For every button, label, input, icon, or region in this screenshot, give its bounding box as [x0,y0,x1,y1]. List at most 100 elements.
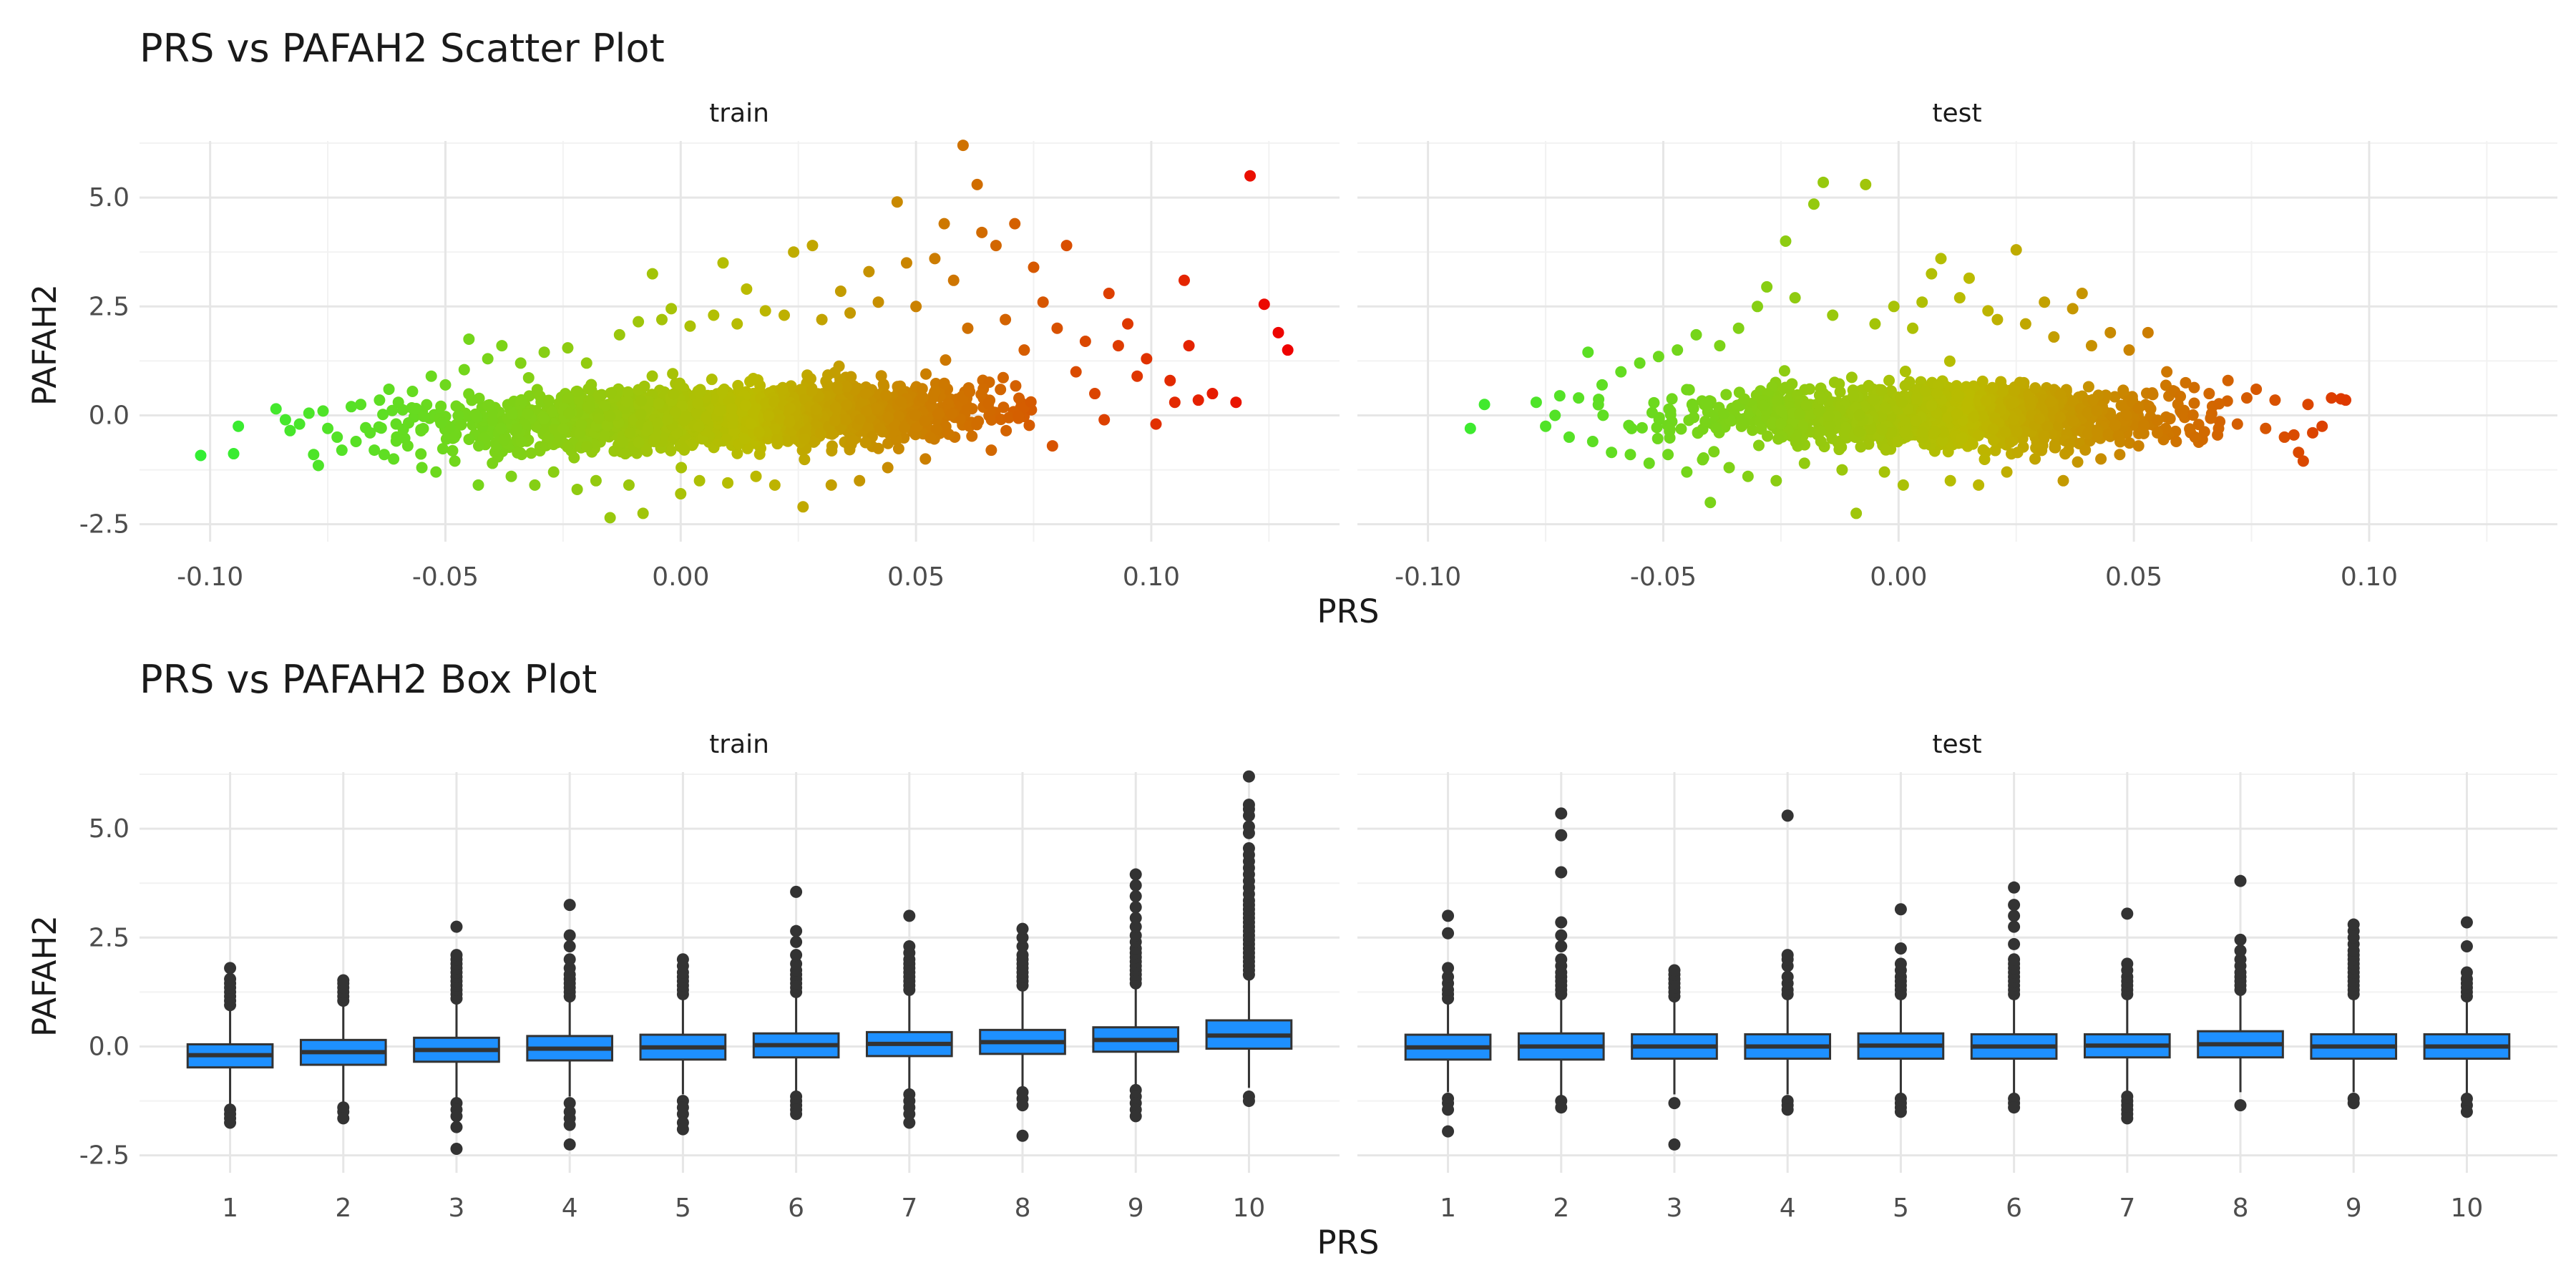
scatter-point [512,447,524,459]
scatter-point [595,389,608,401]
scatter-point [511,423,523,435]
scatter-point [1892,436,1904,448]
box-outlier [1242,820,1255,833]
scatter-point [1928,426,1941,438]
box-outlier [903,940,916,952]
scatter-point [2212,422,2225,434]
scatter-point [1933,379,1945,391]
scatter-point [575,419,587,431]
box-y-axis-title: PAFAH2 [26,915,64,1037]
scatter-point [303,407,315,419]
scatter-point [529,479,541,491]
scatter-point [678,444,691,456]
box-outlier [2008,881,2021,894]
scatter-point [1876,424,1888,436]
scatter-point [1131,370,1143,382]
scatter-point [1623,419,1635,431]
scatter-point [678,414,691,426]
scatter-point [2187,409,2199,421]
scatter-point [562,441,574,453]
scatter-point [1070,366,1082,378]
scatter-point [1025,396,1037,408]
scatter-point [1991,313,2004,326]
scatter-point [1989,444,2001,457]
scatter-point [2240,392,2253,404]
box-strip-test: test [1932,730,1981,759]
scatter-point [2072,456,2084,468]
box-outlier [676,1123,689,1136]
box-x-tick-label: 5 [1893,1194,1909,1223]
scatter-point [1051,322,1063,334]
scatter-point [872,296,884,308]
scatter-point [1995,376,2007,388]
scatter-point [1916,296,1928,308]
scatter-point [862,421,874,433]
scatter-point [2188,397,2200,409]
scatter-point [1732,322,1745,334]
scatter-point [599,399,611,411]
scatter-point [1911,393,1923,405]
box-outlier [563,929,576,942]
scatter-point [590,474,602,487]
scatter-point [1855,441,1867,453]
box-outlier [1894,1106,1907,1118]
scatter-point [750,470,762,482]
scatter-point [623,479,635,491]
scatter-x-tick-label: 0.00 [1870,562,1927,592]
scatter-strip-test: test [1932,99,1981,128]
box-outlier [790,885,803,898]
scatter-point [2095,453,2107,465]
scatter-point [233,420,245,432]
scatter-point [2034,413,2046,425]
scatter-point [1775,404,1787,416]
scatter-point [971,178,983,190]
scatter-point [1953,391,1965,403]
box-outlier [903,1108,916,1121]
scatter-point [985,444,997,457]
box-x-tick-label: 6 [2006,1194,2022,1223]
box-outlier [563,962,576,975]
scatter-point [2203,388,2215,400]
box-outlier [903,909,916,922]
scatter-point [392,396,404,409]
scatter-point [2091,426,2103,438]
box-outlier [563,1118,576,1131]
scatter-point [2340,394,2352,406]
scatter-point [1976,411,1989,423]
scatter-point [829,414,841,426]
scatter-point [997,371,1009,384]
scatter-point [1899,380,1911,392]
scatter-point [2038,430,2050,442]
scatter-point [771,433,783,445]
scatter-point [449,455,461,467]
scatter-point [845,371,857,383]
scatter-point [814,427,826,439]
scatter-point [2067,303,2079,315]
scatter-point [942,428,955,440]
scatter-point [1931,387,1943,399]
scatter-point [1206,388,1219,400]
box-outlier [1242,770,1255,783]
scatter-point [2184,423,2196,435]
scatter-point [2067,415,2079,427]
scatter-point [491,440,503,452]
scatter-point [1850,507,1863,519]
scatter-point [784,416,796,428]
scatter-point [804,373,816,385]
scatter-point [1943,355,1956,367]
scatter-point [1282,344,1294,356]
scatter-point [546,406,558,418]
scatter-point [2091,405,2103,417]
box-outlier [563,940,576,952]
box-x-tick-label: 7 [2119,1194,2135,1223]
scatter-point [2152,426,2163,439]
box-title: PRS vs PAFAH2 Box Plot [140,657,597,702]
scatter-point [505,470,517,482]
scatter-point [228,448,240,460]
scatter-point [1664,424,1676,436]
box-outlier [1442,970,1455,983]
scatter-point [397,423,409,435]
box-outlier [450,1121,463,1133]
scatter-point [1916,426,1928,439]
scatter-point [406,386,419,397]
